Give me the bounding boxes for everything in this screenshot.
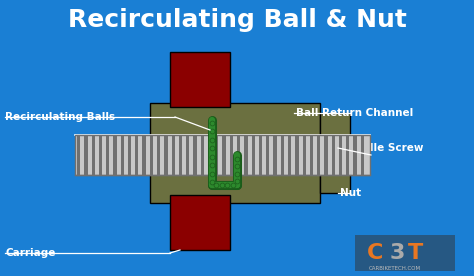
Bar: [201, 135, 204, 175]
Bar: [361, 135, 364, 175]
Bar: [117, 135, 121, 175]
Bar: [237, 135, 240, 175]
Bar: [146, 135, 150, 175]
Bar: [172, 135, 175, 175]
Bar: [138, 135, 143, 175]
Bar: [124, 135, 128, 175]
Bar: [317, 135, 320, 175]
Bar: [190, 135, 193, 175]
Bar: [364, 135, 368, 175]
Bar: [219, 135, 222, 175]
Bar: [135, 135, 138, 175]
Bar: [273, 135, 277, 175]
Text: Recirculating Balls: Recirculating Balls: [5, 112, 115, 122]
Bar: [346, 135, 349, 175]
Bar: [204, 135, 208, 175]
Bar: [339, 135, 342, 175]
Bar: [269, 135, 273, 175]
Text: T: T: [409, 243, 424, 263]
Bar: [295, 135, 299, 175]
Bar: [88, 135, 91, 175]
Text: Nut: Nut: [340, 188, 361, 198]
Bar: [193, 135, 197, 175]
Bar: [160, 135, 164, 175]
Bar: [186, 135, 190, 175]
Bar: [99, 135, 102, 175]
Bar: [226, 135, 230, 175]
Bar: [170, 195, 230, 250]
Text: 3: 3: [389, 243, 405, 263]
Text: Recirculating Ball & Nut: Recirculating Ball & Nut: [68, 8, 406, 32]
Bar: [284, 135, 288, 175]
Bar: [291, 135, 295, 175]
Text: Carriage: Carriage: [5, 248, 55, 258]
Bar: [175, 135, 179, 175]
Bar: [128, 135, 131, 175]
Bar: [113, 135, 117, 175]
Bar: [302, 135, 306, 175]
Bar: [84, 135, 88, 175]
Bar: [102, 135, 106, 175]
Bar: [157, 135, 160, 175]
Bar: [328, 135, 332, 175]
Text: Ball Return Channel: Ball Return Channel: [296, 108, 413, 118]
Bar: [310, 135, 313, 175]
Bar: [233, 135, 237, 175]
Bar: [208, 135, 211, 175]
Bar: [349, 135, 354, 175]
Bar: [230, 135, 233, 175]
Bar: [357, 135, 361, 175]
Bar: [320, 135, 324, 175]
Bar: [168, 135, 172, 175]
Bar: [281, 135, 284, 175]
Bar: [179, 135, 182, 175]
Bar: [335, 135, 339, 175]
Bar: [150, 135, 153, 175]
Bar: [131, 135, 135, 175]
Bar: [75, 135, 370, 175]
Bar: [153, 135, 157, 175]
Bar: [211, 135, 215, 175]
Bar: [197, 135, 201, 175]
Bar: [255, 135, 259, 175]
Bar: [222, 135, 226, 175]
Bar: [354, 135, 357, 175]
Bar: [342, 135, 346, 175]
Bar: [266, 135, 269, 175]
Bar: [244, 135, 247, 175]
Text: C: C: [367, 243, 383, 263]
Bar: [247, 135, 252, 175]
Bar: [259, 135, 262, 175]
Bar: [288, 135, 291, 175]
Bar: [320, 113, 350, 193]
Bar: [77, 135, 80, 175]
Bar: [182, 135, 186, 175]
Bar: [299, 135, 302, 175]
Bar: [150, 103, 320, 203]
Bar: [121, 135, 124, 175]
Bar: [80, 135, 84, 175]
Bar: [143, 135, 146, 175]
Bar: [215, 135, 219, 175]
Bar: [164, 135, 168, 175]
Bar: [277, 135, 281, 175]
Bar: [355, 235, 455, 271]
Bar: [91, 135, 95, 175]
Bar: [262, 135, 266, 175]
Bar: [332, 135, 335, 175]
Bar: [95, 135, 99, 175]
Bar: [252, 135, 255, 175]
Bar: [109, 135, 113, 175]
Bar: [313, 135, 317, 175]
Text: Spindle Screw: Spindle Screw: [340, 143, 423, 153]
Bar: [324, 135, 328, 175]
Bar: [240, 135, 244, 175]
Bar: [306, 135, 310, 175]
Text: CARBIKETECH.COM: CARBIKETECH.COM: [369, 266, 421, 270]
Bar: [106, 135, 109, 175]
Bar: [170, 52, 230, 107]
Bar: [75, 135, 370, 175]
